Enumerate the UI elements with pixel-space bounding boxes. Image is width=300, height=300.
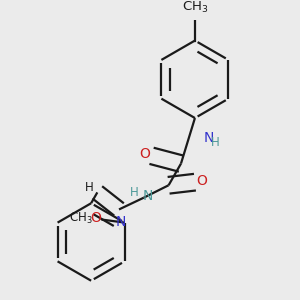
Text: H: H <box>85 181 94 194</box>
Text: H: H <box>130 186 139 199</box>
Text: O: O <box>90 211 101 225</box>
Text: N: N <box>116 215 126 229</box>
Text: CH$_3$: CH$_3$ <box>182 0 208 15</box>
Text: N: N <box>143 189 153 203</box>
Text: H: H <box>212 136 220 148</box>
Text: O: O <box>139 147 150 161</box>
Text: O: O <box>196 174 207 188</box>
Text: N: N <box>204 131 214 145</box>
Text: CH$_3$: CH$_3$ <box>69 210 93 226</box>
